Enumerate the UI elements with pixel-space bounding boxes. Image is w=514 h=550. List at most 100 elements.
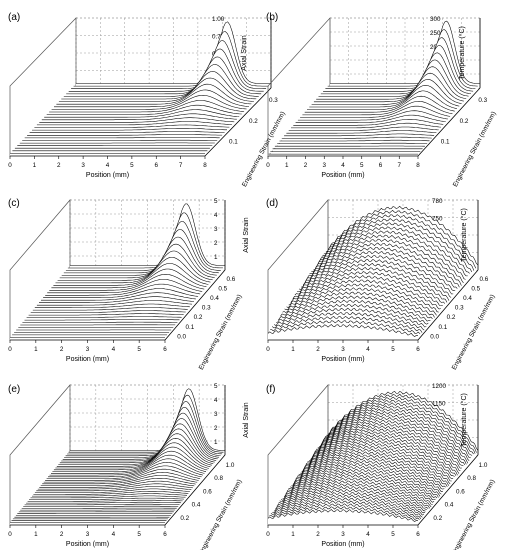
strain-curve bbox=[280, 299, 431, 322]
y-tick-label: 0.4 bbox=[445, 502, 454, 509]
curve-fill bbox=[16, 329, 172, 333]
strain-curve bbox=[44, 109, 240, 118]
curve-fill bbox=[19, 142, 215, 146]
strain-curve bbox=[294, 457, 445, 490]
x-tick-label: 2 bbox=[316, 531, 320, 538]
strain-curve bbox=[315, 230, 466, 280]
x-tick-label: 4 bbox=[366, 346, 370, 353]
strain-curve bbox=[311, 422, 462, 469]
strain-curve bbox=[317, 411, 469, 464]
y-tick-label: 0.5 bbox=[218, 285, 227, 292]
x-tick-label: 6 bbox=[163, 346, 167, 353]
strain-curve bbox=[275, 494, 426, 514]
strain-curve bbox=[302, 101, 453, 116]
strain-curve bbox=[325, 210, 477, 269]
x-tick-label: 2 bbox=[304, 162, 308, 169]
strain-curve bbox=[71, 40, 267, 89]
x-tick-label: 0 bbox=[266, 162, 270, 169]
strain-curve bbox=[51, 268, 207, 289]
x-tick-label: 6 bbox=[416, 531, 420, 538]
strain-curve bbox=[311, 79, 462, 105]
strain-curve bbox=[318, 59, 469, 97]
panel-label: (e) bbox=[8, 384, 20, 395]
strain-curve bbox=[307, 431, 458, 476]
panel-label: (a) bbox=[8, 12, 20, 23]
curve-fill bbox=[12, 334, 168, 338]
strain-curve bbox=[327, 205, 479, 266]
y-tick-label: 0.6 bbox=[480, 276, 489, 283]
x-tick-label: 3 bbox=[86, 346, 90, 353]
strain-curve bbox=[319, 222, 470, 274]
strain-curve bbox=[269, 506, 420, 520]
curve-fill bbox=[14, 332, 170, 336]
strain-curve bbox=[293, 119, 444, 126]
strain-curve bbox=[26, 501, 182, 504]
strain-curve bbox=[320, 405, 471, 459]
strain-curve bbox=[271, 315, 423, 333]
strain-curve bbox=[274, 311, 425, 331]
strain-curve bbox=[285, 474, 436, 500]
curve-fill bbox=[22, 140, 218, 144]
y-tick-label: 0.2 bbox=[194, 314, 203, 321]
y-tick-label: 0.3 bbox=[478, 97, 487, 104]
curve-fill bbox=[274, 146, 425, 149]
panel-c: 0123450123456Position (mm)0.00.10.20.30.… bbox=[8, 198, 250, 371]
x-tick-label: 2 bbox=[60, 531, 64, 538]
strain-curve bbox=[32, 307, 188, 311]
strain-curve bbox=[49, 458, 205, 476]
strain-curve bbox=[311, 238, 462, 286]
strain-curve bbox=[58, 77, 254, 102]
y-tick-label: 0.2 bbox=[460, 118, 469, 125]
y-tick-label: 0.4 bbox=[192, 502, 201, 509]
strain-curve bbox=[301, 259, 452, 298]
strain-curve bbox=[59, 428, 215, 464]
strain-curve bbox=[41, 292, 197, 301]
strain-curve bbox=[316, 66, 467, 100]
strain-curve bbox=[45, 283, 201, 296]
strain-curve bbox=[51, 454, 207, 474]
strain-curve bbox=[302, 439, 454, 479]
y-tick-label: 1.0 bbox=[479, 462, 488, 469]
z-tick-label: 0.75 bbox=[212, 34, 225, 41]
strain-curve bbox=[291, 122, 442, 129]
strain-curve bbox=[24, 503, 180, 506]
strain-curve bbox=[304, 95, 455, 113]
z-tick-label: 780 bbox=[432, 198, 443, 205]
strain-curve bbox=[36, 300, 192, 306]
strain-curve bbox=[319, 408, 470, 461]
strain-curve bbox=[39, 296, 195, 303]
strain-curve bbox=[278, 303, 429, 325]
panel-f: 100010501100115012000123456Position (mm)… bbox=[266, 383, 497, 550]
strain-curve bbox=[70, 388, 226, 451]
strain-curve bbox=[55, 257, 211, 284]
strain-curve bbox=[307, 246, 458, 289]
strain-curve bbox=[57, 250, 213, 281]
x-tick-label: 3 bbox=[341, 346, 345, 353]
x-tick-label: 0 bbox=[266, 346, 270, 353]
strain-curve bbox=[51, 95, 247, 110]
z-axis-label: Temperature (°C) bbox=[460, 208, 468, 262]
x-tick-label: 1 bbox=[34, 346, 38, 353]
strain-curve bbox=[41, 113, 237, 121]
y-tick-label: 0.1 bbox=[438, 324, 447, 331]
strain-curve bbox=[61, 236, 217, 276]
curve-fill bbox=[10, 153, 205, 156]
strain-curve bbox=[276, 307, 427, 328]
x-tick-label: 2 bbox=[316, 346, 320, 353]
z-tick-label: 4 bbox=[214, 397, 218, 404]
panel-label: (d) bbox=[266, 198, 278, 209]
strain-curve bbox=[34, 124, 230, 128]
strain-curve bbox=[40, 478, 196, 486]
y-tick-label: 0.6 bbox=[456, 488, 465, 495]
strain-curve bbox=[281, 483, 432, 508]
strain-curve bbox=[37, 483, 193, 490]
z-axis-label: Temperature (°C) bbox=[460, 393, 468, 447]
strain-curve bbox=[76, 21, 271, 84]
strain-curve bbox=[304, 250, 456, 291]
x-tick-label: 6 bbox=[416, 346, 420, 353]
strain-curve bbox=[270, 503, 422, 520]
strain-curve bbox=[26, 316, 182, 318]
strain-curve bbox=[294, 271, 446, 304]
y-axis bbox=[164, 454, 226, 526]
strain-curve bbox=[45, 468, 201, 481]
